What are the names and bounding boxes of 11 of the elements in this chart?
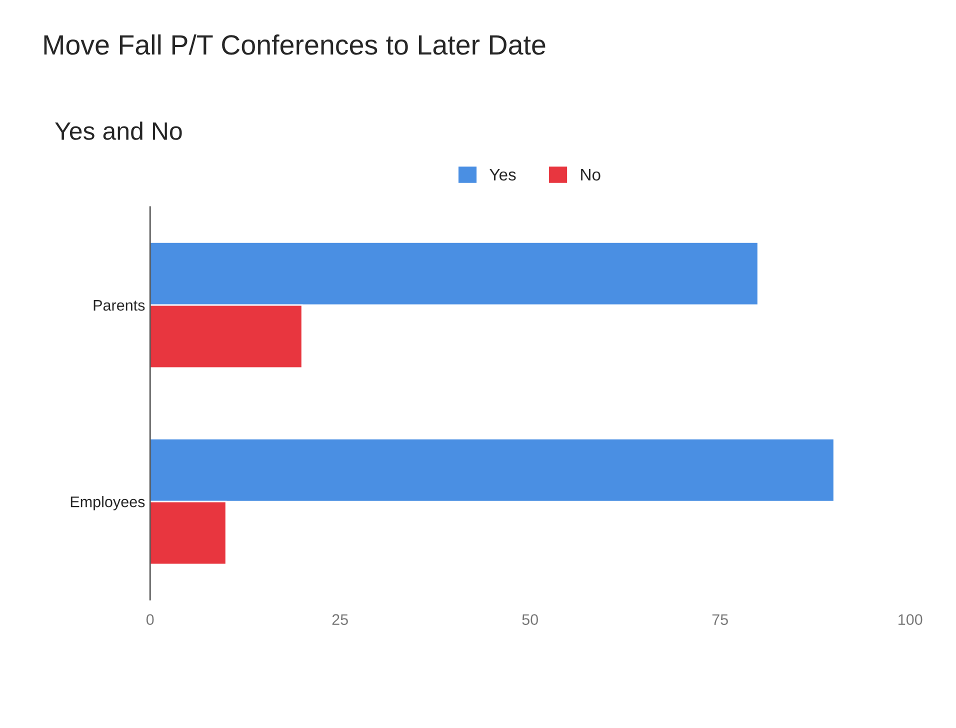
x-tick-label: 0 [146,614,154,625]
chart-subtitle: Yes and No [55,122,182,140]
legend-label: Yes [490,168,516,181]
x-tick-label: 75 [712,614,728,625]
chart-title: Move Fall P/T Conferences to Later Date [44,34,546,55]
x-tick-label: 100 [898,614,922,625]
y-tick-label: Employees [70,496,145,510]
legend-label: No [581,168,600,181]
y-tick-label: Parents [94,300,145,311]
x-tick-label: 25 [332,614,348,625]
x-tick-label: 50 [522,614,538,625]
